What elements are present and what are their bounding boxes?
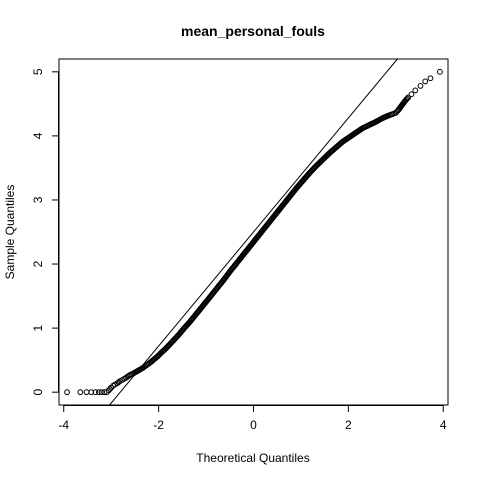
x-axis-label: Theoretical Quantiles xyxy=(196,451,309,465)
data-point xyxy=(417,83,424,89)
points-group xyxy=(64,68,443,396)
data-point xyxy=(408,91,415,98)
y-tick-label: 4 xyxy=(31,132,45,139)
chart-title: mean_personal_fouls xyxy=(181,23,325,39)
x-tick-label: -4 xyxy=(58,418,69,432)
data-point xyxy=(77,389,84,396)
data-point xyxy=(95,389,102,396)
x-tick-label: -2 xyxy=(153,418,164,432)
y-tick-label: 0 xyxy=(31,389,45,396)
y-tick-label: 3 xyxy=(31,196,45,203)
data-point xyxy=(437,68,443,75)
y-axis: 0 1 2 3 4 5 xyxy=(31,68,59,396)
data-point xyxy=(404,95,411,102)
reference-line xyxy=(109,58,398,406)
y-tick-label: 1 xyxy=(31,324,45,331)
y-axis-label: Sample Quantiles xyxy=(3,185,17,280)
data-point xyxy=(412,87,419,94)
y-tick-label: 2 xyxy=(31,260,45,267)
data-point xyxy=(405,94,412,101)
data-point xyxy=(92,389,99,396)
data-point xyxy=(427,75,434,82)
x-tick-label: 4 xyxy=(440,418,447,432)
data-point xyxy=(422,78,429,85)
data-point xyxy=(64,389,70,396)
data-point xyxy=(107,386,113,392)
data-point xyxy=(88,389,95,396)
data-point xyxy=(83,389,90,396)
x-tick-label: 2 xyxy=(345,418,352,432)
y-tick-label: 5 xyxy=(31,68,45,75)
x-tick-label: 0 xyxy=(250,418,257,432)
x-axis: -4 -2 0 2 4 xyxy=(58,405,447,432)
